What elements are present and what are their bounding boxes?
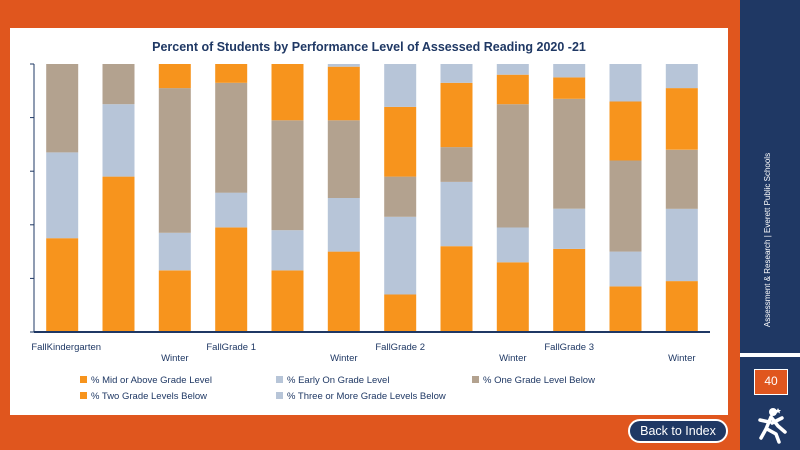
chart-title: Percent of Students by Performance Level… xyxy=(152,40,586,54)
legend-item: % Mid or Above Grade Level xyxy=(80,375,212,387)
bar-segment-8-series-5 xyxy=(440,64,473,83)
bar-segment-2-series-2 xyxy=(102,104,135,177)
x-tick-label: FallGrade 1 xyxy=(206,342,256,353)
legend-item: % Two Grade Levels Below xyxy=(80,391,207,403)
bar-segment-9-series-2 xyxy=(496,227,529,263)
legend-swatch xyxy=(80,375,87,383)
bar-segment-8-series-4 xyxy=(440,82,473,148)
bar-segment-4-series-2 xyxy=(215,192,248,228)
legend-swatch xyxy=(276,375,283,383)
legend-swatch xyxy=(472,375,479,383)
legend-item: % Early On Grade Level xyxy=(276,375,389,387)
bar-segment-6-series-3 xyxy=(327,120,360,198)
bar-segment-10-series-1 xyxy=(553,248,586,332)
bar-segment-4-series-3 xyxy=(215,82,248,193)
district-logo-icon xyxy=(758,408,787,444)
bar-segment-1-series-1 xyxy=(46,238,79,332)
bar-segment-12-series-4 xyxy=(665,88,698,150)
bar-segment-8-series-3 xyxy=(440,147,473,182)
legend-label: % One Grade Level Below xyxy=(483,375,595,386)
bar-segment-8-series-1 xyxy=(440,246,473,332)
bar-segment-3-series-2 xyxy=(158,232,191,271)
legend-label: % Two Grade Levels Below xyxy=(91,391,207,402)
bar-segment-3-series-4 xyxy=(158,64,191,89)
legend-item: % One Grade Level Below xyxy=(472,375,595,387)
legend: % Mid or Above Grade Level % Early On Gra… xyxy=(80,375,700,411)
x-tick-label: FallKindergarten xyxy=(31,342,101,353)
legend-swatch xyxy=(276,391,283,399)
bar-segment-4-series-4 xyxy=(215,64,248,83)
legend-label: % Three or More Grade Levels Below xyxy=(287,391,446,402)
bar-segment-7-series-2 xyxy=(384,216,417,295)
axes-group xyxy=(30,63,710,333)
bar-segment-12-series-3 xyxy=(665,149,698,209)
bar-segment-7-series-1 xyxy=(384,294,417,332)
bar-segment-3-series-3 xyxy=(158,88,191,233)
bar-segment-5-series-3 xyxy=(271,120,304,231)
bar-segment-8-series-2 xyxy=(440,181,473,247)
legend-swatch xyxy=(80,391,87,399)
x-tick-label: FallGrade 2 xyxy=(375,342,425,353)
legend-label: % Early On Grade Level xyxy=(287,375,390,386)
x-tick-label: Winter xyxy=(499,353,526,364)
bar-segment-12-series-2 xyxy=(665,208,698,282)
legend-item: % Three or More Grade Levels Below xyxy=(276,391,446,403)
bar-segment-6-series-2 xyxy=(327,198,360,252)
bar-segment-10-series-3 xyxy=(553,98,586,209)
x-tick-labels: FallKindergarten Winter FallGrade 1 Winter F… xyxy=(31,342,695,364)
bar-segment-2-series-3 xyxy=(102,64,135,105)
stacked-bar-plot: FallKindergarten Winter FallGrade 1 Winter F… xyxy=(30,63,710,364)
bar-segment-6-series-4 xyxy=(327,66,360,121)
bar-segment-12-series-5 xyxy=(665,64,698,89)
legend-label: % Mid or Above Grade Level xyxy=(91,375,212,386)
bar-segment-1-series-2 xyxy=(46,152,79,239)
bar-segment-9-series-1 xyxy=(496,262,529,332)
bar-segment-11-series-5 xyxy=(609,64,642,102)
bar-segment-2-series-1 xyxy=(102,176,135,332)
bar-segment-4-series-1 xyxy=(215,227,248,332)
bars-group xyxy=(46,64,698,332)
bar-segment-9-series-5 xyxy=(496,64,529,75)
chart-panel: Percent of Students by Performance Level… xyxy=(10,28,728,415)
bar-segment-10-series-5 xyxy=(553,64,586,78)
bar-segment-9-series-3 xyxy=(496,104,529,228)
bar-segment-7-series-5 xyxy=(384,64,417,107)
x-tick-label: FallGrade 3 xyxy=(544,342,594,353)
bar-segment-11-series-3 xyxy=(609,160,642,252)
sidebar-caption: Assessment & Research | Everett Public S… xyxy=(763,152,772,328)
bar-segment-9-series-4 xyxy=(496,74,529,105)
sidebar-divider xyxy=(740,353,800,357)
bar-segment-7-series-3 xyxy=(384,176,417,217)
bar-segment-6-series-1 xyxy=(327,251,360,332)
x-tick-label: Winter xyxy=(161,353,188,364)
bar-segment-12-series-1 xyxy=(665,281,698,332)
x-tick-label: Winter xyxy=(330,353,357,364)
x-tick-label: Winter xyxy=(668,353,695,364)
bar-segment-5-series-1 xyxy=(271,270,304,332)
bar-segment-7-series-4 xyxy=(384,106,417,177)
back-to-index-button[interactable]: Back to Index xyxy=(628,419,728,443)
bar-segment-5-series-4 xyxy=(271,64,304,121)
page-number: 40 xyxy=(754,369,788,395)
bar-segment-10-series-4 xyxy=(553,77,586,99)
bar-segment-3-series-1 xyxy=(158,270,191,332)
bar-segment-6-series-5 xyxy=(327,64,360,67)
bar-segment-11-series-2 xyxy=(609,251,642,287)
bar-segment-11-series-1 xyxy=(609,286,642,332)
bar-segment-1-series-3 xyxy=(46,64,79,153)
bar-segment-11-series-4 xyxy=(609,101,642,161)
bar-segment-10-series-2 xyxy=(553,208,586,249)
bar-segment-5-series-2 xyxy=(271,230,304,271)
